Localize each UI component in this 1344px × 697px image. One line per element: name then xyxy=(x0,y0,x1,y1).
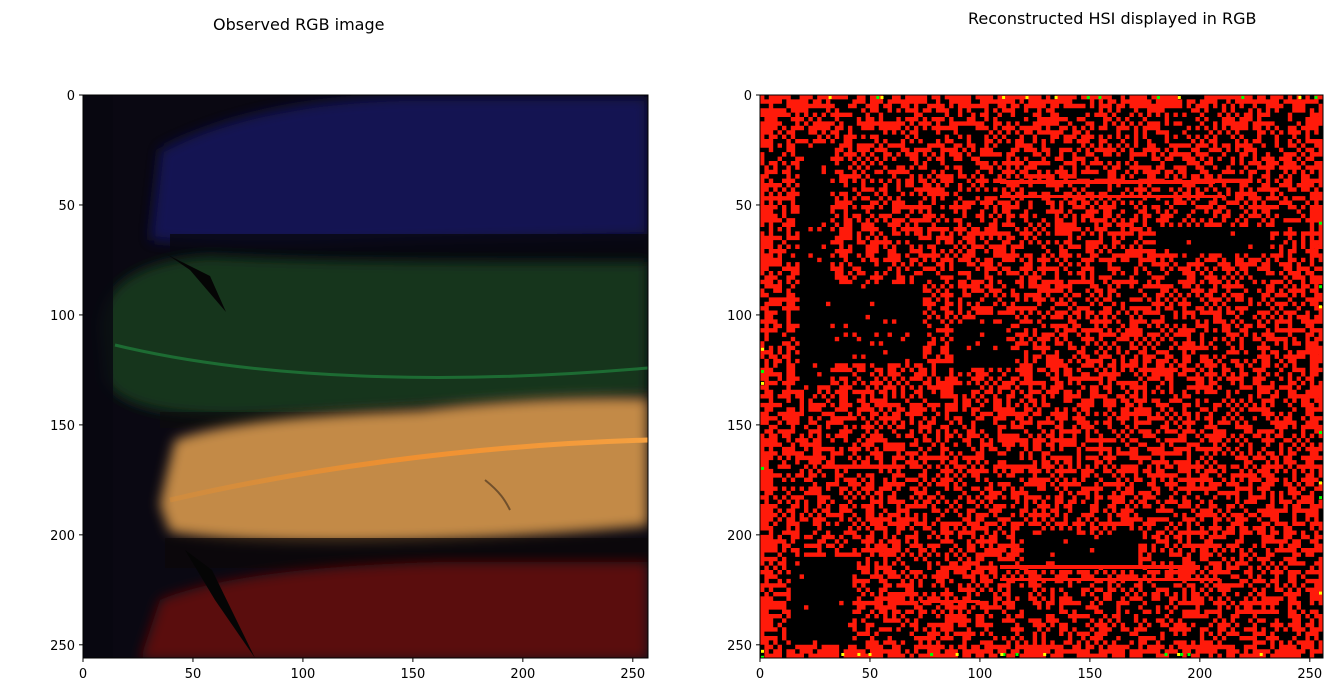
left-x-tick-label: 150 xyxy=(400,667,425,682)
blue-feather xyxy=(150,97,648,245)
edge-speck xyxy=(930,653,934,656)
left-axes: 0 50 100 150 200 250 0 50 100 150 200 250 xyxy=(50,89,645,682)
right-x-tick-label: 200 xyxy=(1187,667,1212,682)
edge-speck xyxy=(1314,96,1318,99)
left-axes-frame xyxy=(82,94,649,659)
edge-speck xyxy=(1298,96,1302,99)
red-streak xyxy=(1000,565,1200,569)
red-streak xyxy=(1000,195,1225,198)
edge-speck xyxy=(761,655,764,658)
edge-speck xyxy=(1319,305,1322,309)
left-y-tick-label: 50 xyxy=(58,199,75,214)
edge-speck xyxy=(1015,653,1019,656)
right-chart-title: Reconstructed HSI displayed in RGB xyxy=(968,9,1257,28)
right-x-tick-label: 250 xyxy=(1297,667,1322,682)
edge-speck xyxy=(1319,591,1322,595)
right-axes: 0 50 100 150 200 250 0 50 100 150 200 250 xyxy=(727,89,1322,682)
edge-speck xyxy=(1002,653,1006,656)
edge-speck xyxy=(955,653,959,656)
left-y-tick-label: 0 xyxy=(67,89,75,104)
left-x-tick-label: 200 xyxy=(510,667,535,682)
left-y-tick-label: 150 xyxy=(50,419,75,434)
left-x-tick-label: 0 xyxy=(79,667,87,682)
edge-speck xyxy=(857,653,861,656)
edge-speck xyxy=(1180,653,1184,656)
edge-speck xyxy=(1043,653,1047,656)
edge-speck xyxy=(1025,96,1029,99)
red-feather xyxy=(140,562,648,658)
edge-speck xyxy=(1002,96,1006,99)
right-y-tick-label: 150 xyxy=(727,419,752,434)
left-chart-title: Observed RGB image xyxy=(213,15,385,34)
left-y-tick-label: 100 xyxy=(50,309,75,324)
red-checkerboard-pattern xyxy=(760,95,1323,658)
right-axes-frame xyxy=(759,94,1324,659)
orange-shaft xyxy=(169,437,648,503)
right-y-tick-label: 250 xyxy=(727,639,752,654)
right-y-tick-label: 200 xyxy=(727,529,752,544)
edge-speck xyxy=(761,466,764,470)
green-feather xyxy=(100,256,648,416)
right-y-tick-label: 100 xyxy=(727,309,752,324)
right-y-tick-label: 0 xyxy=(744,89,752,104)
edge-speck xyxy=(1187,653,1191,656)
left-x-tick-label: 100 xyxy=(291,667,316,682)
edge-speck xyxy=(1259,653,1263,656)
edge-speck xyxy=(1241,96,1245,99)
feather-crack xyxy=(484,479,511,511)
edge-speck xyxy=(1319,496,1322,500)
right-x-tick-label: 150 xyxy=(1077,667,1102,682)
right-x-tick-label: 100 xyxy=(968,667,993,682)
left-dark-strip xyxy=(83,95,113,658)
right-y-tick-label: 50 xyxy=(735,199,752,214)
edge-speck xyxy=(1319,221,1322,225)
left-x-tick-label: 50 xyxy=(185,667,202,682)
observed-rgb-image xyxy=(83,95,648,658)
edge-speck xyxy=(761,370,764,373)
red-streak xyxy=(920,600,980,603)
edge-speck xyxy=(1177,653,1181,656)
left-y-tick-label: 200 xyxy=(50,529,75,544)
edge-speck xyxy=(1086,96,1090,99)
edge-speck xyxy=(761,381,764,385)
edge-speck xyxy=(876,96,880,99)
red-streak xyxy=(1000,180,1215,184)
edge-speck xyxy=(1156,96,1160,99)
right-x-tick-label: 50 xyxy=(862,667,879,682)
edge-speck xyxy=(761,347,764,351)
edge-speck xyxy=(1054,96,1058,99)
edge-speck xyxy=(1319,285,1322,289)
edge-speck xyxy=(841,653,845,656)
red-noise-cells xyxy=(760,95,1323,658)
red-streak xyxy=(1000,578,1220,581)
left-x-tick-label: 250 xyxy=(620,667,645,682)
edge-speck xyxy=(828,96,832,99)
edge-speck xyxy=(868,653,872,656)
left-y-tick-label: 250 xyxy=(50,639,75,654)
edge-speck xyxy=(1098,96,1102,99)
right-x-tick-label: 0 xyxy=(756,667,764,682)
reconstructed-hsi-image xyxy=(760,95,1323,658)
edge-speck xyxy=(1164,653,1168,656)
black-feather-tip-2 xyxy=(185,550,255,658)
edge-speck xyxy=(880,96,884,99)
edge-speck xyxy=(1000,653,1004,656)
edge-speck xyxy=(1319,431,1322,434)
edge-speck xyxy=(761,649,764,653)
orange-feather xyxy=(160,397,648,543)
edge-speck xyxy=(1319,481,1322,485)
edge-speck xyxy=(1177,96,1181,99)
green-shaft xyxy=(114,343,648,379)
